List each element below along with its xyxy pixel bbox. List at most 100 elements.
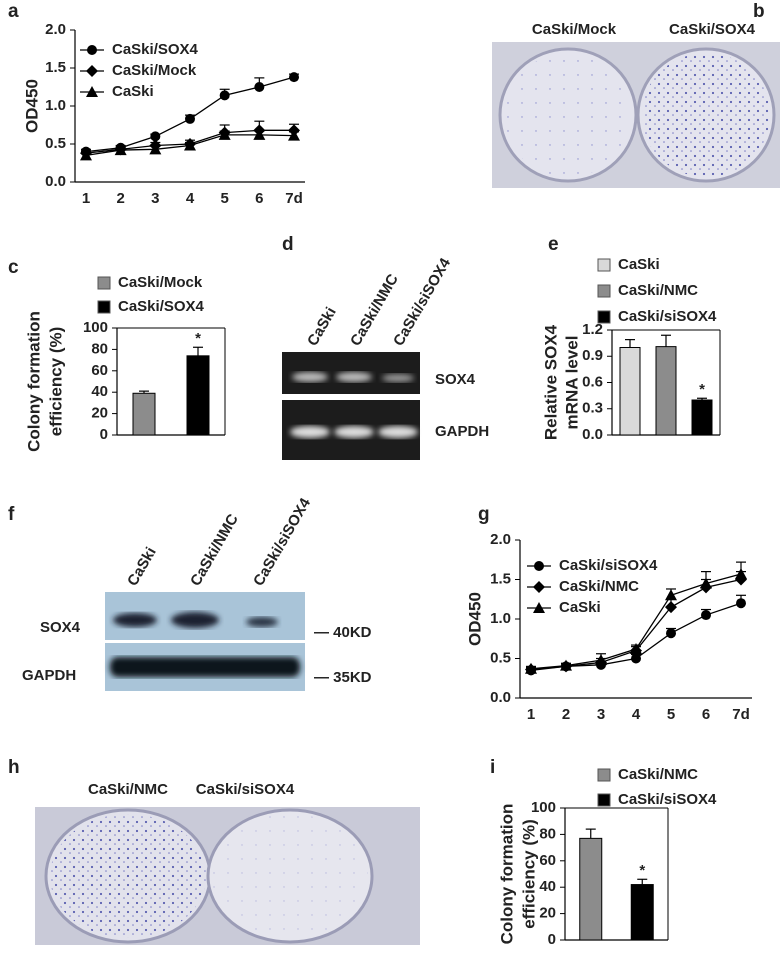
size-label: — 35KD — [314, 669, 372, 686]
y-axis-label: Colony formation — [24, 311, 43, 452]
y-tick-label: 2.0 — [490, 531, 511, 548]
legend-marker — [86, 65, 98, 77]
y-tick-label: 20 — [91, 405, 108, 422]
x-tick-label: 6 — [255, 190, 263, 207]
y-axis-label: Colony formation — [497, 804, 516, 945]
panel-label: c — [8, 257, 19, 278]
gel — [282, 352, 420, 460]
x-tick-label: 6 — [702, 706, 710, 723]
legend-marker — [534, 561, 544, 571]
x-tick-label: 4 — [632, 706, 641, 723]
panel-label: e — [548, 234, 559, 255]
marker — [149, 143, 162, 155]
lane-label: CaSki/siSOX4 — [250, 495, 314, 589]
marker — [184, 139, 196, 151]
marker — [700, 577, 712, 589]
band-label: GAPDH — [22, 667, 76, 684]
legend-label: CaSki/siSOX4 — [559, 557, 658, 574]
y-tick-label: 100 — [83, 319, 108, 336]
annotation: * — [195, 330, 201, 347]
legend-marker — [533, 581, 545, 593]
y-tick-label: 1.5 — [490, 570, 511, 587]
marker — [735, 567, 747, 579]
x-tick-label: 5 — [667, 706, 675, 723]
y-tick-label: 0.9 — [582, 347, 603, 364]
y-tick-label: 0.6 — [582, 373, 603, 390]
plate-photo — [35, 807, 420, 945]
marker — [595, 654, 607, 666]
x-tick-label: 2 — [562, 706, 570, 723]
panel-label: a — [8, 1, 19, 22]
legend-marker — [87, 45, 97, 55]
marker — [631, 653, 641, 664]
y-tick-label: 20 — [539, 905, 556, 922]
y-tick-label: 2.0 — [45, 21, 66, 38]
marker — [525, 662, 537, 674]
marker — [253, 128, 266, 140]
y-tick-label: 0.3 — [582, 400, 603, 417]
legend-label: CaSki/SOX4 — [112, 41, 199, 58]
y-axis-label: OD450 — [465, 592, 484, 646]
y-tick-label: 0 — [548, 931, 556, 948]
western-blot — [105, 592, 305, 691]
y-tick-label: 60 — [539, 852, 556, 869]
legend-swatch — [597, 793, 611, 807]
well-label: CaSki/NMC — [88, 781, 168, 798]
legend-label: CaSki/NMC — [618, 282, 698, 299]
legend-label: CaSki — [559, 599, 601, 616]
bar — [132, 392, 156, 436]
y-tick-label: 60 — [91, 362, 108, 379]
x-tick-label: 7d — [732, 706, 750, 723]
y-tick-label: 1.2 — [582, 321, 603, 338]
x-tick-label: 1 — [82, 190, 90, 207]
y-axis-label: OD450 — [22, 79, 41, 133]
legend-label: CaSki — [618, 256, 660, 273]
lane-label: CaSki — [124, 544, 160, 589]
marker — [254, 82, 265, 92]
y-tick-label: 0.5 — [45, 135, 66, 152]
marker — [185, 113, 195, 124]
bar — [186, 355, 210, 436]
x-tick-label: 7d — [285, 190, 303, 207]
y-tick-label: 1.5 — [45, 59, 66, 76]
marker — [289, 72, 299, 83]
y-tick-label: 40 — [539, 878, 556, 895]
lane-label: CaSki/NMC — [187, 511, 242, 589]
panel-label: h — [8, 757, 20, 778]
marker — [665, 601, 677, 614]
legend-swatch — [597, 258, 611, 272]
legend-label: CaSki/SOX4 — [118, 298, 205, 315]
legend-swatch — [597, 768, 611, 782]
y-tick-label: 0.5 — [490, 649, 511, 666]
band-label: SOX4 — [40, 619, 81, 636]
bar — [691, 399, 713, 436]
marker — [665, 589, 677, 601]
legend-swatch — [97, 276, 111, 290]
y-axis-label: efficiency (%) — [46, 327, 65, 437]
annotation: * — [699, 381, 705, 398]
bar — [655, 346, 677, 436]
annotation: * — [639, 862, 645, 879]
bar — [619, 347, 641, 436]
marker — [114, 144, 127, 156]
marker — [560, 659, 572, 671]
x-tick-label: 3 — [151, 190, 159, 207]
legend-label: CaSki/NMC — [618, 766, 698, 783]
x-tick-label: 4 — [186, 190, 195, 207]
bar — [579, 837, 603, 941]
bar — [630, 884, 654, 941]
y-tick-label: 1.0 — [45, 97, 66, 114]
marker — [288, 129, 300, 141]
x-tick-label: 1 — [527, 706, 535, 723]
panel-label: d — [282, 234, 294, 255]
size-label: — 40KD — [314, 624, 372, 641]
legend-label: CaSki — [112, 83, 154, 100]
legend-swatch — [597, 284, 611, 298]
marker — [218, 128, 231, 140]
marker — [150, 131, 161, 142]
y-tick-label: 80 — [91, 340, 108, 357]
band-label: SOX4 — [435, 371, 476, 388]
x-tick-label: 5 — [220, 190, 228, 207]
legend-marker — [86, 86, 98, 97]
